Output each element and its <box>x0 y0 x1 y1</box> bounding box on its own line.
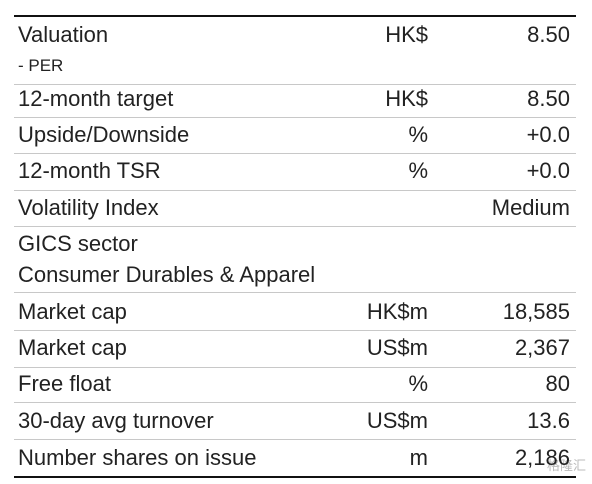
row-value: 8.50 <box>527 86 570 111</box>
top-rule <box>14 15 576 17</box>
row-unit: m <box>409 445 428 470</box>
row-separator <box>14 292 576 293</box>
row-label: Volatility Index <box>18 195 159 220</box>
row-label: 12-month TSR <box>18 158 161 183</box>
row-unit: % <box>408 158 428 183</box>
row-label: Valuation <box>18 22 109 47</box>
row-separator <box>14 153 576 154</box>
row-label: Free float <box>18 371 111 396</box>
row-unit: % <box>408 371 428 396</box>
row-separator <box>14 84 576 85</box>
row-value: 80 <box>545 371 570 396</box>
row-value: 13.6 <box>527 408 570 433</box>
row-label: GICS sector <box>18 231 138 256</box>
row-unit: HK$m <box>366 299 428 324</box>
bottom-rule <box>14 476 576 478</box>
watermark: 格隆汇 <box>546 458 586 473</box>
row-label: 12-month target <box>18 86 174 111</box>
row-label: Market cap <box>18 335 127 360</box>
row-unit: US$m <box>366 335 428 360</box>
row-separator <box>14 439 576 440</box>
row-detail: Consumer Durables & Apparel <box>18 262 316 287</box>
row-value: +0.0 <box>526 122 570 147</box>
row-label: Upside/Downside <box>18 122 190 147</box>
row-note: - PER <box>18 56 64 75</box>
row-label: 30-day avg turnover <box>18 408 214 433</box>
row-separator <box>14 367 576 368</box>
row-value: 2,367 <box>514 335 570 360</box>
row-separator <box>14 226 576 227</box>
row-value: Medium <box>491 195 570 220</box>
row-value: +0.0 <box>526 158 570 183</box>
row-separator <box>14 330 576 331</box>
row-unit: US$m <box>366 408 428 433</box>
row-separator <box>14 117 576 118</box>
row-separator <box>14 402 576 403</box>
row-value: 18,585 <box>502 299 570 324</box>
row-label: Market cap <box>18 299 127 324</box>
row-unit: HK$ <box>385 22 428 47</box>
row-unit: HK$ <box>385 86 428 111</box>
row-separator <box>14 190 576 191</box>
row-label: Number shares on issue <box>18 445 257 470</box>
row-value: 2,186 <box>514 445 570 470</box>
row-value: 8.50 <box>527 22 570 47</box>
row-unit: % <box>408 122 428 147</box>
